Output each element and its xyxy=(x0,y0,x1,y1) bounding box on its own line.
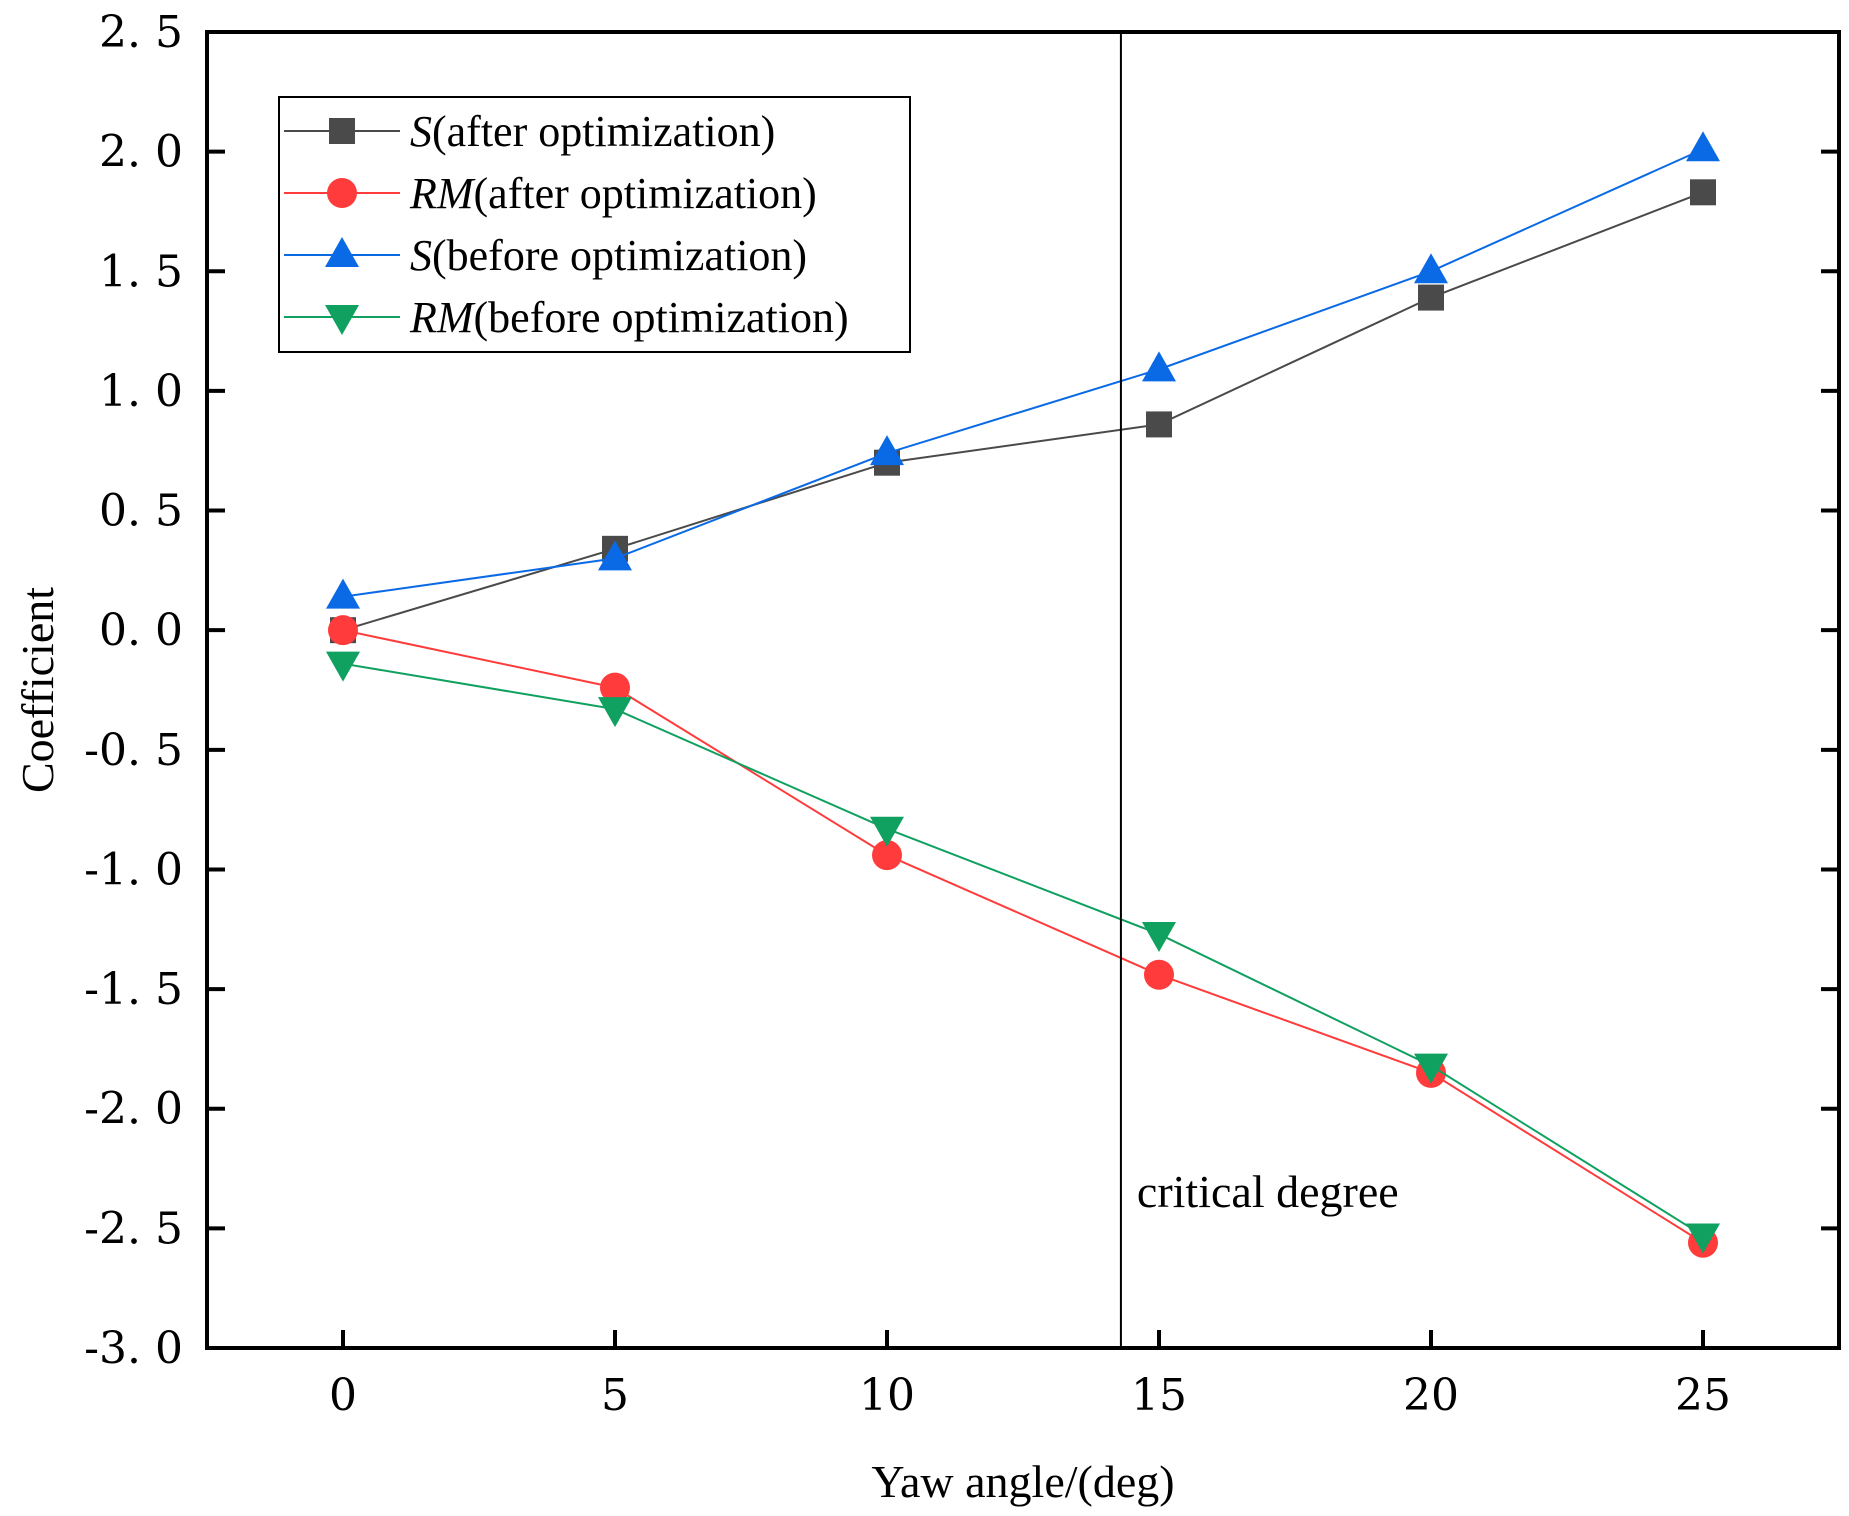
y-tick-label: 0. 5 xyxy=(99,486,183,537)
data-point-series-1 xyxy=(1690,179,1716,206)
legend-box xyxy=(278,96,911,353)
plot-frame xyxy=(205,30,1841,1350)
legend-label-3: S(before optimization) xyxy=(410,231,807,280)
legend-label-italic: RM xyxy=(409,293,476,342)
series-layer xyxy=(326,131,1720,1258)
legend-label-4: RM(before optimization) xyxy=(409,293,849,342)
series-line-1 xyxy=(342,191,1704,632)
legend-marker-1 xyxy=(329,118,355,144)
data-point-series-3 xyxy=(1686,131,1720,162)
y-tick-label: -3. 0 xyxy=(84,1323,183,1374)
x-tick-label: 15 xyxy=(1131,1370,1187,1421)
data-point-series-4 xyxy=(1686,1223,1720,1254)
data-point-series-1 xyxy=(1418,284,1444,311)
data-point-series-4 xyxy=(1414,1053,1448,1084)
y-tick-label: -1. 0 xyxy=(84,844,183,895)
data-point-series-4 xyxy=(326,651,360,682)
data-point-series-2 xyxy=(600,672,630,703)
legend-label-italic: S xyxy=(410,107,432,156)
legend-marker-3 xyxy=(325,237,359,267)
data-point-series-3 xyxy=(1142,351,1176,382)
data-point-series-2 xyxy=(1144,959,1174,990)
x-tick-label: 0 xyxy=(329,1370,357,1421)
x-tick-label: 25 xyxy=(1675,1370,1731,1421)
legend-label-rest: (after optimization) xyxy=(432,107,775,156)
series-line-3 xyxy=(342,148,1704,598)
data-point-series-4 xyxy=(1142,922,1176,953)
legend-label-2: RM(after optimization) xyxy=(409,169,817,218)
y-tick-label: -2. 5 xyxy=(84,1203,183,1254)
x-tick-label: 20 xyxy=(1403,1370,1459,1421)
data-point-series-3 xyxy=(326,578,360,609)
data-point-series-3 xyxy=(598,540,632,571)
y-axis-title: Coefficient xyxy=(12,587,63,793)
data-point-series-4 xyxy=(598,697,632,728)
series-line-4 xyxy=(342,662,1704,1237)
legend: S(after optimization)RM(after optimizati… xyxy=(278,96,911,353)
data-point-series-2 xyxy=(872,840,902,871)
y-tick-label: 0. 0 xyxy=(99,605,183,656)
x-tick-label: 10 xyxy=(859,1370,915,1421)
y-tick-label: -2. 0 xyxy=(84,1084,183,1135)
x-axis-title: Yaw angle/(deg) xyxy=(871,1456,1174,1507)
legend-marker-2 xyxy=(327,178,357,208)
legend-label-1: S(after optimization) xyxy=(410,107,775,156)
legend-label-rest: (before optimization) xyxy=(474,293,849,342)
y-tick-label: 1. 5 xyxy=(99,246,183,297)
legend-label-italic: S xyxy=(410,231,432,280)
x-tick-label: 5 xyxy=(601,1370,629,1421)
data-point-series-4 xyxy=(870,816,904,847)
data-point-series-3 xyxy=(870,435,904,466)
y-tick-label: -0. 5 xyxy=(84,725,183,776)
series-line-2 xyxy=(342,629,1704,1244)
legend-label-italic: RM xyxy=(409,169,476,218)
legend-marker-4 xyxy=(325,305,359,335)
legend-label-rest: (before optimization) xyxy=(432,231,807,280)
data-point-series-1 xyxy=(1146,411,1172,438)
y-tick-label: -1. 5 xyxy=(84,964,183,1015)
annotation-layer: critical degree xyxy=(1119,32,1399,1348)
y-tick-label: 2. 0 xyxy=(99,127,183,178)
y-tick-label: 2. 5 xyxy=(99,7,183,58)
y-tick-label: 1. 0 xyxy=(99,366,183,417)
data-point-series-3 xyxy=(1414,253,1448,284)
data-point-series-2 xyxy=(328,615,358,646)
axis-layer: -3. 0 -2. 5 -2. 0 -1. 5 -1. 0 -0. 5 0. 0 0. 5 1.… xyxy=(84,7,1839,1421)
legend-label-rest: (after optimization) xyxy=(474,169,817,218)
critical-degree-label: critical degree xyxy=(1137,1166,1399,1217)
